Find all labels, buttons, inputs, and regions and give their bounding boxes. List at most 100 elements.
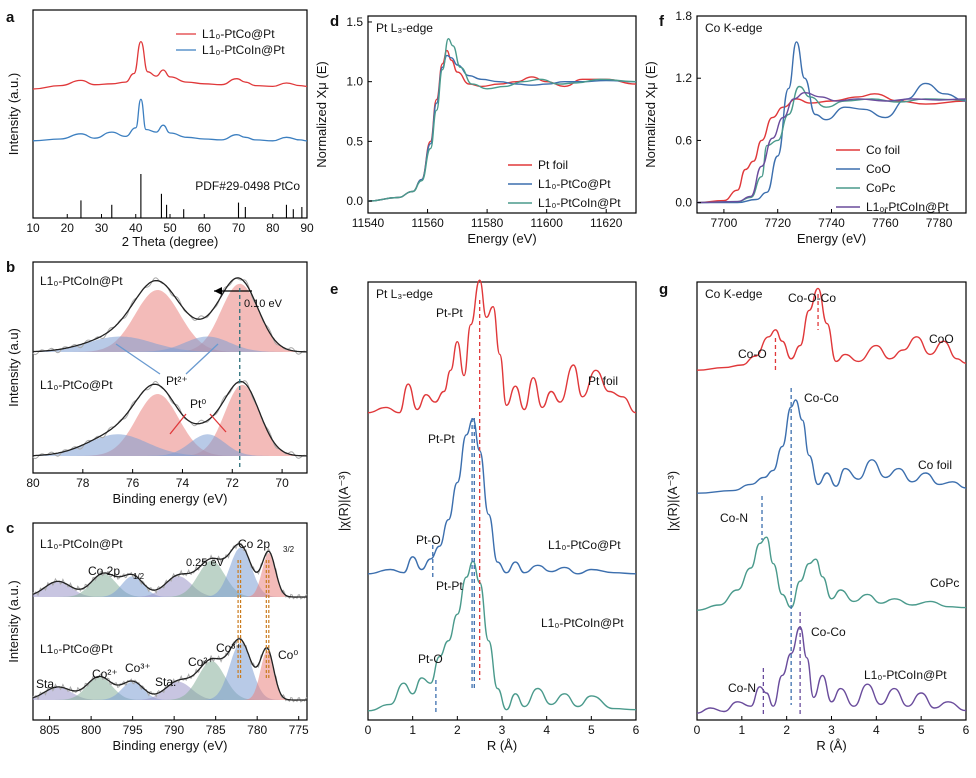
x-tick-label: 11600 (530, 216, 563, 230)
annotation: Pt foil (588, 374, 618, 388)
envelope-line (32, 277, 307, 353)
annotation: Co foil (918, 458, 952, 472)
x-tick-label: 800 (81, 723, 101, 737)
fit-peak (33, 434, 307, 456)
x-tick-label: 7780 (926, 216, 953, 230)
y-tick-label: 1.2 (675, 71, 692, 85)
y-tick-label: 0.6 (675, 133, 692, 147)
series-line-0 (696, 93, 967, 204)
co2-label: Co²⁺ (188, 655, 214, 669)
x-tick-label: 11560 (411, 216, 444, 230)
y-axis-label: Normalized Xμ (E) (314, 61, 329, 167)
panel-letter: f (659, 13, 665, 30)
fit-peak (33, 576, 307, 597)
annotation: Pt-Pt (428, 432, 455, 446)
x-tick-label: 790 (164, 723, 184, 737)
annotation: Co-Co (811, 625, 846, 639)
annotation: Co-N (728, 681, 756, 695)
annotation: Pt-O (418, 652, 443, 666)
series-line-3 (696, 626, 967, 714)
x-tick-label: 2 (454, 723, 461, 737)
reference-label: PDF#29-0498 PtCo (195, 179, 300, 193)
x-tick-label: 72 (226, 476, 240, 490)
annotation: CoO (929, 332, 954, 346)
series-line-3 (696, 91, 967, 204)
chart-title: Pt L₃-edge (376, 21, 433, 35)
panel-d-frame (367, 15, 637, 214)
x-tick-label: 0 (365, 723, 372, 737)
annotation: Co-O-Co (788, 291, 836, 305)
fit-peak (33, 553, 307, 597)
panel-c-frame (32, 522, 308, 721)
x-tick-label: 30 (95, 221, 109, 235)
legend-entry: L1₀-PtCoIn@Pt (538, 196, 621, 210)
x-tick-label: 795 (123, 723, 143, 737)
y-axis-label: |χ(R)|(A⁻³) (336, 471, 351, 531)
y-axis-label: Intensity (a.u.) (6, 580, 21, 662)
x-axis-label: R (Å) (487, 738, 517, 753)
x-tick-label: 775 (289, 723, 309, 737)
sta-label: Sta. (36, 677, 57, 691)
x-tick-label: 74 (176, 476, 190, 490)
series-line-0 (32, 40, 308, 90)
chart-title: Pt L₃-edge (376, 287, 433, 301)
y-axis-label: Intensity (a.u) (6, 328, 21, 407)
legend-entry: CoPc (866, 181, 895, 195)
y-axis-label: Intensity (a.u.) (6, 73, 21, 155)
x-tick-label: 0 (694, 723, 701, 737)
fit-peak (33, 573, 307, 597)
x-tick-label: 6 (963, 723, 970, 737)
y-tick-label: 0.5 (346, 134, 363, 148)
x-tick-label: 60 (198, 221, 212, 235)
co2p32-sub: 3/2 (283, 545, 295, 554)
annotation: L1₀-PtCo@Pt (548, 538, 621, 552)
panel-letter: e (330, 281, 338, 298)
legend-entry: L1₀-PtCo@Pt (202, 27, 275, 41)
x-tick-label: 785 (206, 723, 226, 737)
pt0-arrow (209, 413, 227, 433)
fit-peak (33, 394, 307, 456)
x-tick-label: 3 (828, 723, 835, 737)
pt2-arrow (185, 343, 219, 375)
x-tick-label: 7760 (872, 216, 899, 230)
series-line-1 (32, 98, 308, 142)
co2p12-sub: 1/2 (133, 572, 145, 581)
x-tick-label: 3 (499, 723, 506, 737)
co2-label: Co²⁺ (92, 667, 118, 681)
x-tick-label: 2 (783, 723, 790, 737)
x-tick-label: 4 (543, 723, 550, 737)
annotation: Co-Co (804, 391, 839, 405)
legend-entry: Pt foil (538, 158, 568, 172)
sample-label: L1₀-PtCo@Pt (40, 642, 113, 656)
x-tick-label: 11540 (352, 216, 385, 230)
x-tick-label: 4 (873, 723, 880, 737)
panel-letter: d (330, 13, 339, 30)
annotation: Pt-Pt (436, 579, 463, 593)
y-tick-label: 1.0 (346, 75, 363, 89)
x-tick-label: 78 (76, 476, 90, 490)
annotation: L1₀-PtCoIn@Pt (864, 668, 947, 682)
annotation: Co-O (738, 347, 767, 361)
x-tick-label: 80 (266, 221, 280, 235)
x-tick-label: 6 (633, 723, 640, 737)
sta-label: Sta. (155, 675, 176, 689)
pt0-label: Pt⁰ (190, 397, 206, 411)
annotation: CoPc (930, 576, 959, 590)
co3-label: Co³⁺ (125, 661, 151, 675)
chart-title: Co K-edge (705, 287, 763, 301)
envelope-line (33, 380, 307, 457)
x-tick-label: 5 (588, 723, 595, 737)
x-tick-label: 5 (918, 723, 925, 737)
x-axis-label: 2 Theta (degree) (122, 234, 219, 249)
x-tick-label: 7740 (818, 216, 845, 230)
legend-entry: L1₀-PtCoIn@Pt (202, 43, 285, 57)
series-line-0 (696, 287, 967, 371)
shift-label: 0.25 eV (186, 557, 225, 569)
sample-label: L1₀-PtCoIn@Pt (40, 537, 123, 551)
chart-title: Co K-edge (705, 21, 763, 35)
co2p32-label: Co 2p (238, 537, 270, 551)
fit-peak (33, 650, 307, 700)
series-line-0 (367, 279, 637, 414)
panel-letter: c (6, 520, 14, 537)
